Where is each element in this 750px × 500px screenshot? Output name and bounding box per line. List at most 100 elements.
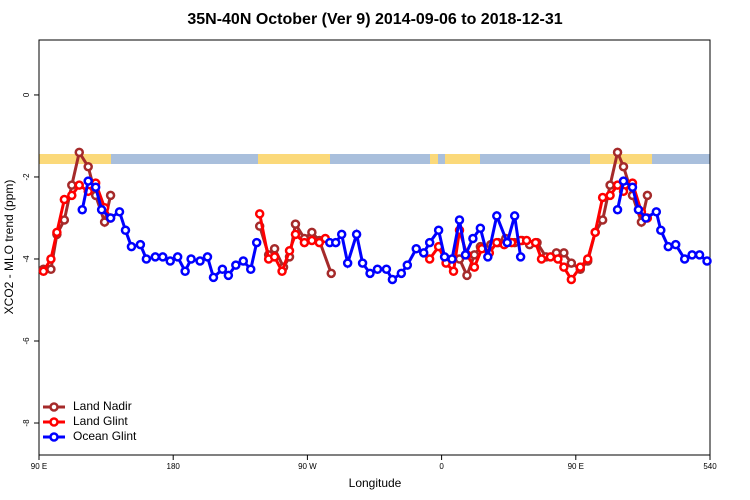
point [165, 256, 175, 266]
point [96, 205, 107, 215]
y-tick-label: -6 [22, 337, 31, 345]
point [299, 237, 310, 248]
point [231, 260, 241, 270]
x-tick-label: 0 [439, 462, 444, 471]
point [687, 250, 697, 260]
y-axis-label: XCO2 - MLO trend (ppm) [2, 180, 16, 315]
point [180, 266, 190, 277]
point [208, 272, 219, 283]
point [202, 252, 213, 262]
point [277, 266, 287, 277]
point [424, 237, 435, 248]
surface-strip [39, 154, 710, 164]
point [559, 248, 569, 258]
point [439, 252, 450, 262]
point [74, 180, 85, 190]
point [307, 227, 317, 238]
y-tick-label: -4 [22, 255, 31, 263]
point [521, 235, 532, 246]
point [195, 256, 205, 266]
point [172, 252, 183, 262]
point [492, 211, 502, 221]
point [83, 161, 93, 172]
point [424, 254, 435, 264]
y-tick-label: -2 [22, 173, 31, 181]
point [642, 190, 653, 201]
point [135, 239, 146, 250]
point [679, 254, 690, 264]
point [447, 254, 457, 264]
plot-frame [38, 39, 711, 456]
point [582, 254, 593, 264]
point [38, 266, 49, 277]
point [387, 274, 398, 285]
point [99, 217, 110, 227]
point [515, 252, 526, 262]
point [284, 246, 295, 256]
legend-label: Land Glint [73, 414, 128, 428]
point [114, 207, 125, 217]
point [475, 223, 486, 233]
point [433, 225, 444, 236]
point [251, 237, 262, 248]
point [357, 258, 368, 268]
point [67, 190, 77, 201]
point [52, 227, 62, 238]
point [605, 190, 615, 201]
point [223, 270, 234, 281]
legend-label: Land Nadir [73, 399, 132, 413]
point [314, 237, 325, 248]
point [418, 248, 429, 258]
point [105, 190, 116, 201]
point [126, 241, 137, 252]
point [536, 254, 547, 264]
point [656, 225, 666, 236]
point [269, 243, 280, 254]
point [59, 194, 70, 205]
y-tick-label: -8 [22, 419, 31, 427]
point [612, 205, 623, 215]
point [462, 270, 472, 281]
point [627, 182, 638, 192]
point [290, 219, 301, 229]
point [530, 237, 541, 248]
point [545, 252, 556, 262]
point [67, 180, 77, 190]
point [651, 207, 662, 217]
point [238, 256, 249, 266]
point [217, 264, 228, 274]
point [342, 258, 353, 268]
point [702, 256, 712, 266]
point [396, 268, 407, 279]
point [509, 211, 520, 221]
point [553, 254, 563, 264]
point [492, 237, 502, 248]
point [254, 209, 265, 219]
point [454, 215, 465, 225]
point [105, 213, 116, 223]
x-tick-label: 90 E [568, 462, 584, 471]
point [150, 252, 161, 262]
x-axis-label: Longitude [349, 476, 402, 490]
point [381, 264, 392, 274]
point [694, 250, 705, 260]
point [670, 239, 681, 250]
point [46, 264, 56, 274]
point [597, 215, 608, 225]
point [336, 229, 347, 240]
y-tick-label: 0 [22, 92, 31, 97]
point [330, 237, 341, 248]
point [402, 260, 413, 270]
point [612, 147, 623, 158]
point [46, 254, 56, 264]
point [120, 225, 131, 236]
point [566, 258, 577, 268]
point [575, 262, 586, 272]
x-tick-label: 540 [703, 462, 717, 471]
point [448, 266, 459, 277]
chart-title: 35N-40N October (Ver 9) 2014-09-06 to 20… [187, 11, 562, 28]
point [559, 262, 569, 272]
legend-marker [49, 402, 59, 412]
point [483, 252, 493, 262]
